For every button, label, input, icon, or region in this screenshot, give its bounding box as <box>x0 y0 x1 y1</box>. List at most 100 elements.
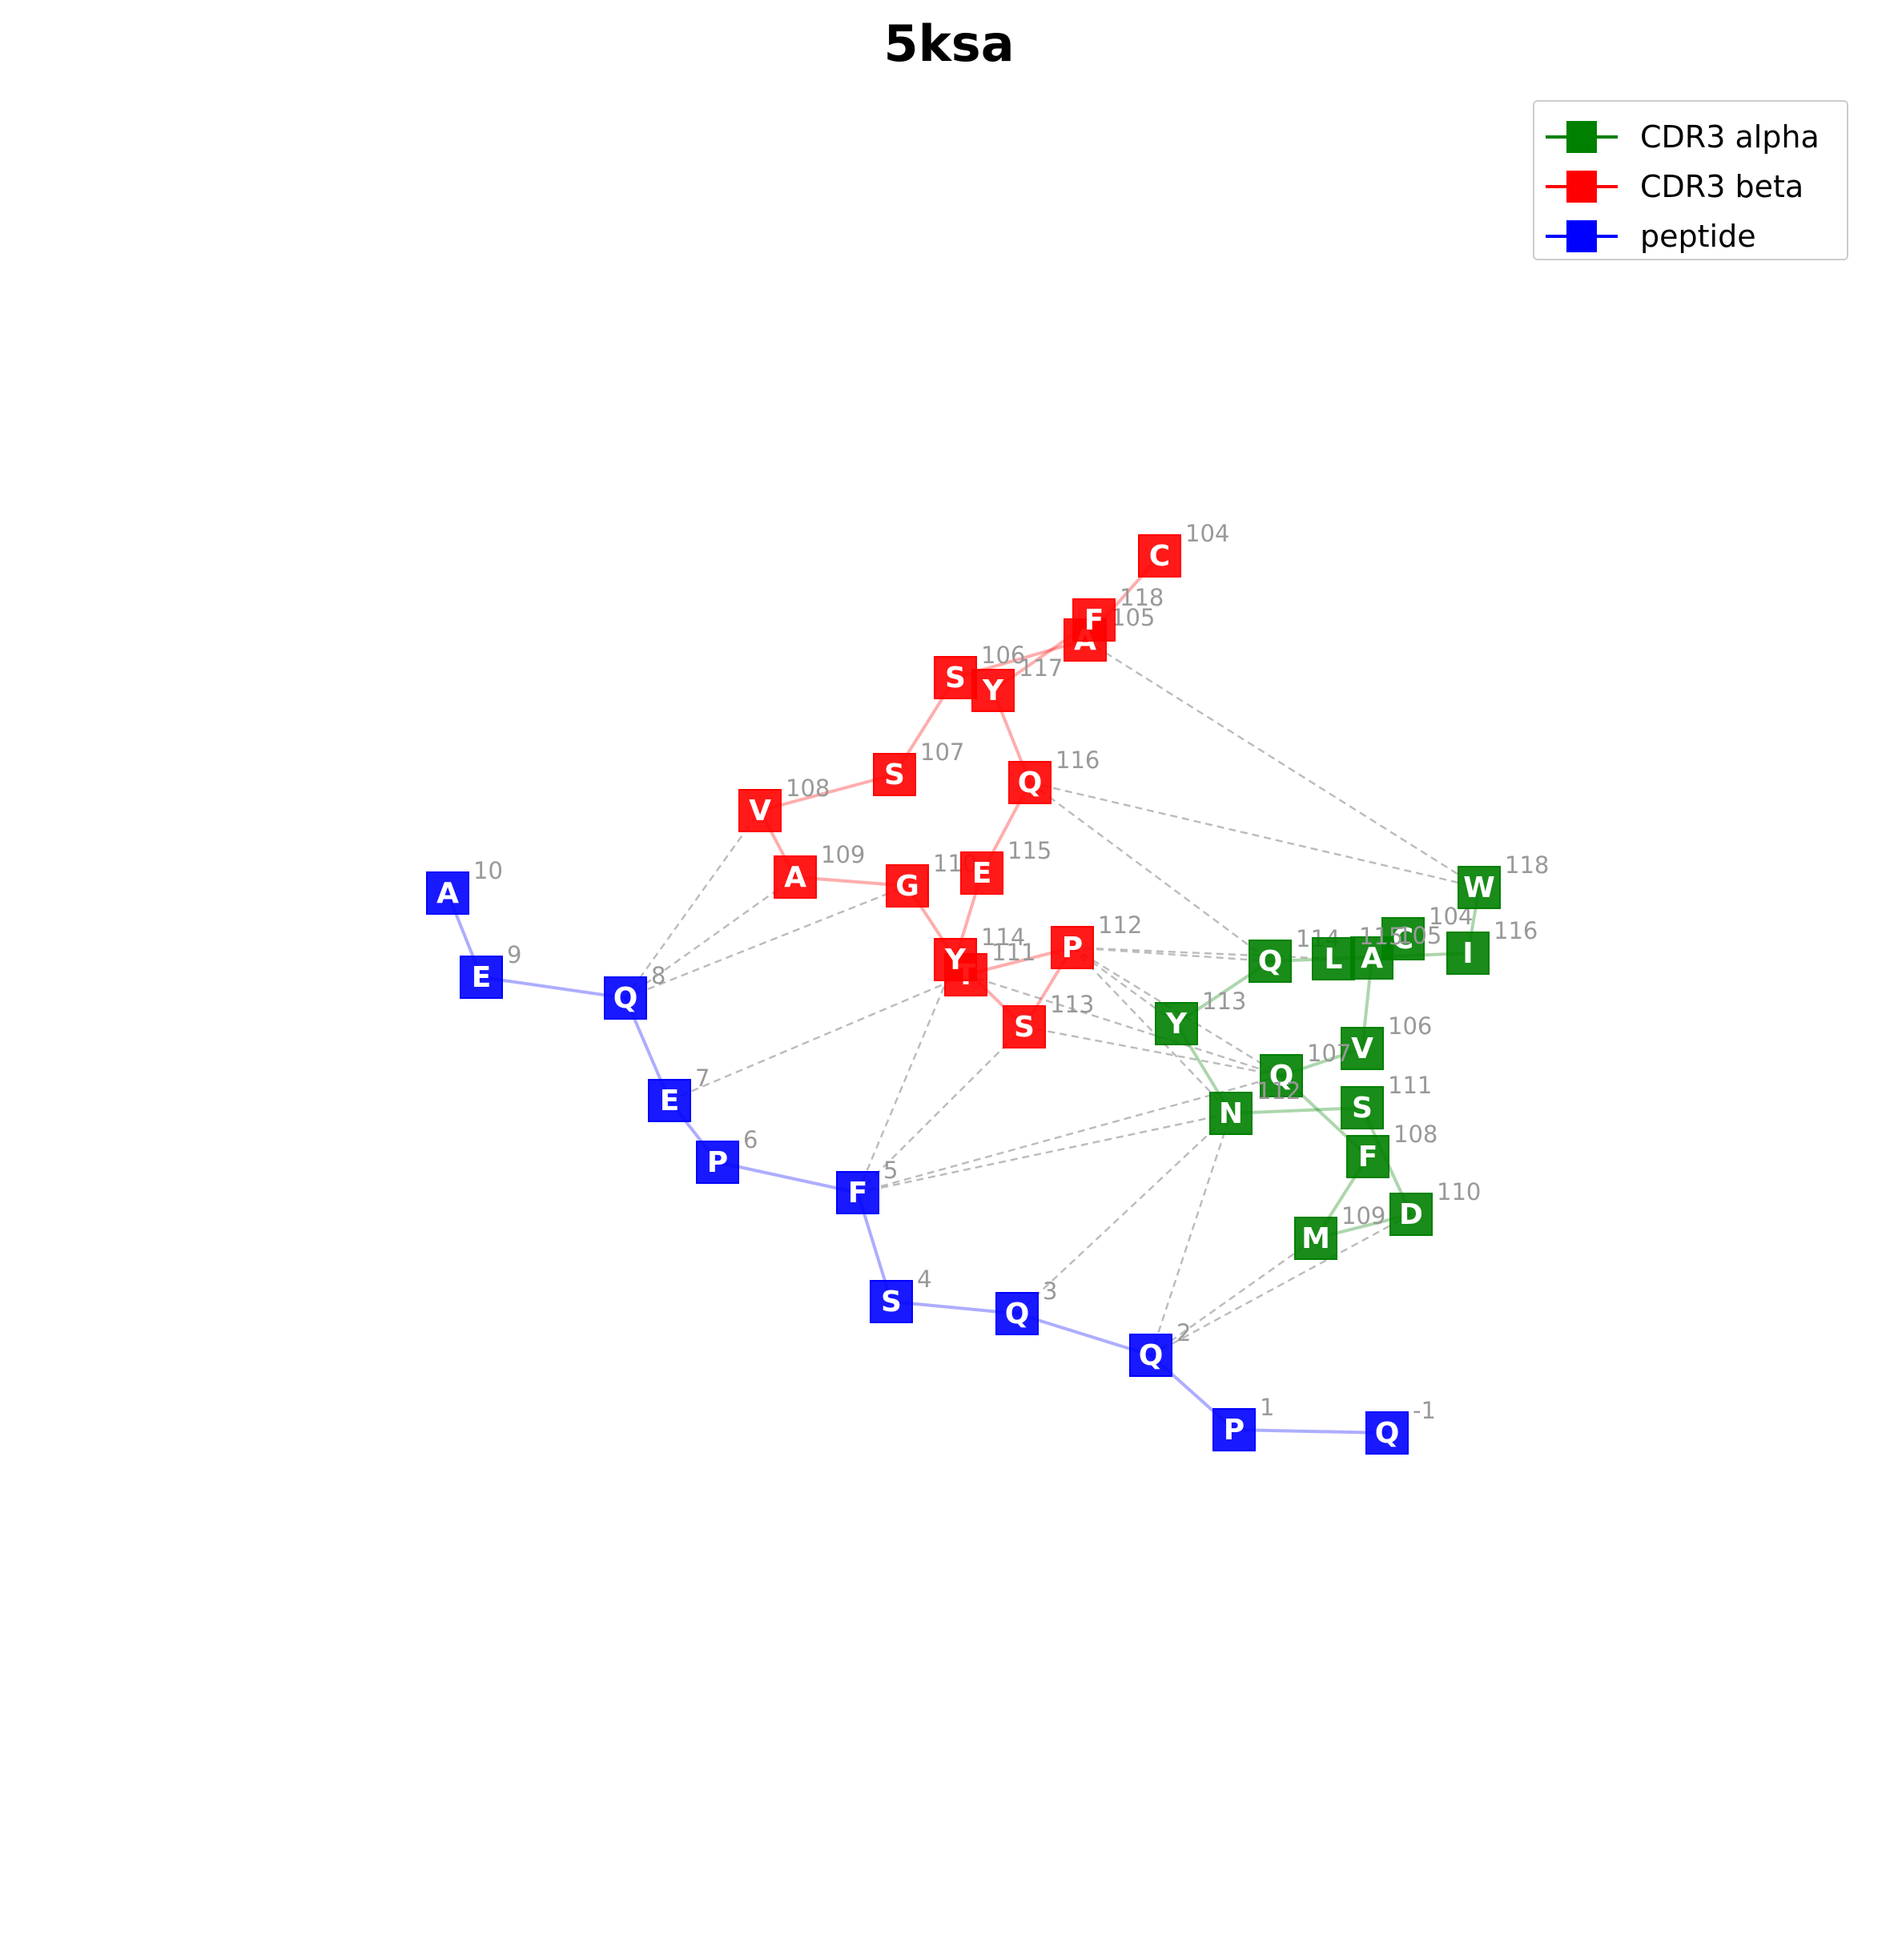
peptide-residue-box <box>836 1171 879 1214</box>
peptide-residue-box <box>460 956 503 999</box>
beta-residue-node: C 104 <box>1138 520 1229 578</box>
alpha-residue-letter: Q <box>1258 945 1283 978</box>
alpha-residue-letter: Y <box>1165 1008 1188 1040</box>
peptide-residue-letter: A <box>436 877 459 910</box>
beta-residue-index: 108 <box>786 775 830 802</box>
alpha-residue-node: S 111 <box>1341 1072 1432 1129</box>
beta-residue-node: S 113 <box>1003 991 1094 1048</box>
peptide-residue-node: E9 <box>460 941 521 999</box>
beta-residue-node: F 118 <box>1072 584 1164 642</box>
beta-residue-index: 105 <box>1111 604 1155 631</box>
contact-line <box>1023 1025 1282 1077</box>
peptide-residue-index: 2 <box>1176 1319 1191 1346</box>
contact-line <box>625 884 908 1000</box>
alpha-residue-letter: A <box>1361 942 1383 975</box>
peptide-residue-letter: Q <box>1005 1298 1030 1330</box>
beta-residue-box <box>738 789 782 832</box>
alpha-residue-node: A 105 <box>1350 922 1442 980</box>
alpha-residue-letter: I <box>1462 937 1473 970</box>
peptide-residue-node: Q3 <box>995 1278 1057 1335</box>
beta-residue-index: 111 <box>991 939 1035 966</box>
beta-residue-letter: E <box>972 857 992 890</box>
peptide-residue-node: Q2 <box>1129 1319 1191 1377</box>
alpha-residue-node: D 110 <box>1389 1178 1481 1236</box>
peptide-residue-letter: Q <box>1139 1339 1164 1372</box>
peptide-residue-letter: E <box>660 1085 680 1117</box>
legend-item-alpha: CDR3 alpha <box>1534 113 1847 161</box>
beta-residue-index: 117 <box>1019 654 1063 682</box>
beta-bond <box>759 773 895 812</box>
alpha-residue-node: Y 113 <box>1155 988 1246 1045</box>
alpha-residue-index: 113 <box>1202 988 1246 1015</box>
contact-line <box>965 973 1282 1077</box>
beta-residue-letter: V <box>749 795 771 827</box>
peptide-residue-box <box>696 1141 739 1184</box>
contact-line <box>1150 1213 1412 1357</box>
contact-line <box>625 876 796 999</box>
alpha-residue-box <box>1312 937 1355 980</box>
alpha-residue-box <box>1294 1217 1337 1260</box>
beta-residue-index: 104 <box>1185 520 1229 547</box>
peptide-residue-letter: F <box>848 1177 868 1209</box>
alpha-residue-index: 112 <box>1257 1077 1301 1105</box>
beta-residue-letter: P <box>1062 932 1083 964</box>
chart-title: 5ksa <box>883 14 1015 73</box>
beta-residue-box <box>873 753 916 796</box>
beta-residue-box <box>774 855 817 899</box>
alpha-residue-letter: F <box>1358 1141 1378 1173</box>
beta-residue-index: 112 <box>1098 912 1142 939</box>
peptide-residue-index: 9 <box>507 941 521 968</box>
contact-line <box>625 810 761 999</box>
alpha-residue-index: 110 <box>1437 1178 1481 1205</box>
beta-residue-box <box>886 864 929 908</box>
contact-line <box>1072 946 1271 963</box>
alpha-residue-letter: Q <box>1269 1060 1294 1093</box>
contact-line <box>857 1112 1232 1194</box>
peptide-backbone <box>446 892 1388 1435</box>
peptide-residue-index: 6 <box>743 1126 758 1153</box>
peptide-residue-node: S4 <box>870 1266 931 1323</box>
beta-residue-index: 118 <box>1120 584 1164 611</box>
alpha-residue-box <box>1389 1193 1433 1236</box>
alpha-residue-index: 118 <box>1505 851 1549 879</box>
alpha-residue-letter: W <box>1463 871 1495 904</box>
beta-residue-node: S 107 <box>873 739 964 796</box>
peptide-residue-box <box>1365 1411 1409 1455</box>
peptide-residue-node: P6 <box>696 1126 758 1184</box>
beta-residue-letter: Q <box>1018 767 1043 799</box>
beta-residue-letter: S <box>884 759 905 791</box>
beta-residue-index: 116 <box>1056 747 1100 774</box>
contact-line <box>1072 947 1232 1114</box>
peptide-bond <box>481 976 626 1000</box>
contact-line <box>1016 1113 1232 1314</box>
peptide-bond <box>717 1161 859 1194</box>
alpha-residue-box <box>1446 932 1490 975</box>
peptide-residue-box <box>1212 1408 1256 1451</box>
beta-residue-index: 107 <box>920 739 964 766</box>
contact-line <box>1084 638 1480 889</box>
legend-label-peptide: peptide <box>1640 219 1756 254</box>
contact-line <box>1072 946 1334 960</box>
legend-marker-beta <box>1546 171 1618 203</box>
alpha-residue-node: F 108 <box>1346 1121 1438 1178</box>
peptide-residue-index: 7 <box>695 1065 710 1092</box>
contact-line <box>857 1026 1025 1193</box>
peptide-bond <box>1233 1428 1388 1435</box>
peptide-residue-index: 8 <box>651 962 666 989</box>
peptide-residue-index: 5 <box>883 1157 898 1184</box>
alpha-residue-index: 108 <box>1393 1121 1438 1148</box>
beta-residue-box <box>934 938 977 981</box>
contact-line <box>1029 782 1271 962</box>
beta-residue-node: P 112 <box>1051 912 1142 969</box>
beta-residue-letter: F <box>1084 604 1104 637</box>
beta-residue-node: S 106 <box>934 642 1025 699</box>
beta-residue-index: 115 <box>1007 837 1052 864</box>
legend: CDR3 alpha CDR3 beta peptide <box>1533 100 1848 260</box>
peptide-residue-node: Q8 <box>604 962 666 1020</box>
legend-marker-alpha <box>1546 121 1618 153</box>
alpha-bond <box>1230 1106 1363 1115</box>
peptide-residue-node: F5 <box>836 1157 898 1214</box>
